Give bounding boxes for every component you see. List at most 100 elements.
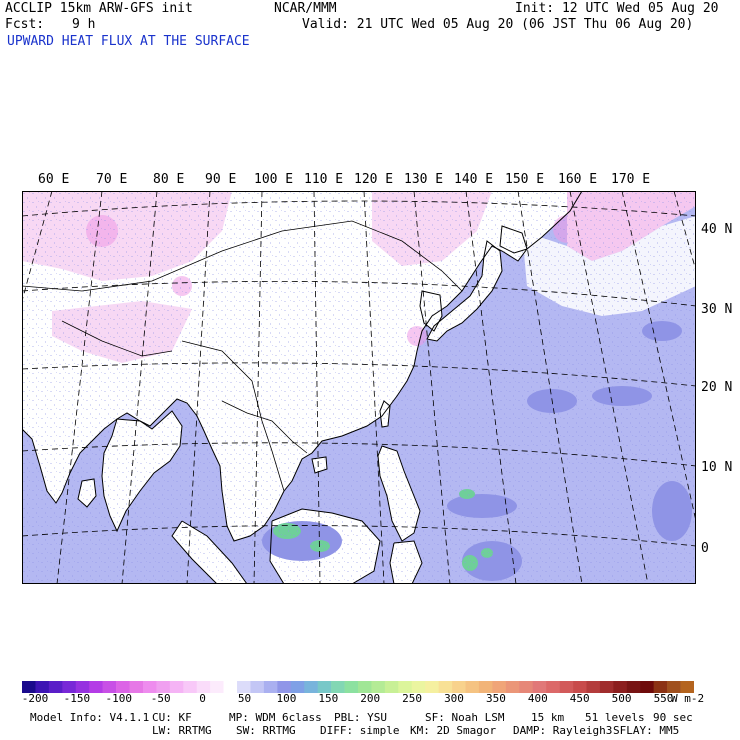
- colorbar-swatch: [546, 681, 560, 693]
- colorbar-swatch: [532, 681, 547, 693]
- time-step: 90 sec: [653, 711, 693, 724]
- colorbar-swatch: [237, 681, 251, 693]
- colorbar-swatch: [331, 681, 345, 693]
- lon-label: 60 E: [38, 172, 70, 187]
- colorbar-tick-label: 300: [444, 692, 464, 705]
- colorbar-swatch: [505, 681, 520, 693]
- sw-scheme: SW: RRTMG: [236, 724, 296, 737]
- graticule: [22, 191, 696, 584]
- field-speckle: [22, 191, 696, 584]
- colorbar-swatch: [478, 681, 493, 693]
- lon-label: 140 E: [454, 172, 494, 187]
- colorbar: [22, 681, 694, 693]
- colorbar-swatch: [680, 681, 694, 693]
- colorbar-swatch: [653, 681, 668, 693]
- lon-label: 130 E: [404, 172, 444, 187]
- colorbar-tick-label: 250: [402, 692, 423, 705]
- colorbar-swatch: [573, 681, 587, 693]
- map-frame: [22, 191, 696, 584]
- pbl-scheme: PBL: YSU: [334, 711, 387, 724]
- colorbar-swatch: [425, 681, 439, 693]
- lon-label: 90 E: [205, 172, 237, 187]
- colorbar-swatch: [116, 681, 130, 693]
- lon-label: 110 E: [304, 172, 344, 187]
- lat-label: 20 N: [701, 380, 733, 395]
- colorbar-swatch: [250, 681, 265, 693]
- colorbar-swatch: [304, 681, 318, 693]
- forecast-hour: 9 h: [72, 17, 96, 32]
- colorbar-tick-label: 400: [527, 692, 548, 705]
- colorbar-tick-label: 350: [485, 692, 506, 705]
- damp-scheme: DAMP: Rayleigh3: [513, 724, 613, 737]
- colorbar-tick-label: 100: [276, 692, 297, 705]
- diff-scheme: DIFF: simple: [320, 724, 400, 737]
- colorbar-swatch: [358, 681, 372, 693]
- colorbar-swatch: [667, 681, 681, 693]
- lon-label: 150 E: [505, 172, 545, 187]
- colorbar-tick-label: 450: [569, 692, 590, 705]
- init-time: Init: 12 UTC Wed 05 Aug 20: [515, 1, 719, 16]
- field-title: UPWARD HEAT FLUX AT THE SURFACE: [7, 34, 250, 49]
- colorbar-swatch: [223, 681, 238, 693]
- colorbar-swatch: [626, 681, 641, 693]
- sflay-scheme: SFLAY: MM5: [613, 724, 680, 737]
- colorbar-swatch: [290, 681, 305, 693]
- km-scheme: KM: 2D Smagor: [410, 724, 497, 737]
- sf-scheme: SF: Noah LSM: [425, 711, 505, 724]
- colorbar-swatch: [263, 681, 278, 693]
- colorbar-swatch: [411, 681, 426, 693]
- lon-label: 100 E: [254, 172, 294, 187]
- colorbar-tick-label: -150: [63, 692, 91, 705]
- colorbar-swatch: [102, 681, 117, 693]
- resolution: 15 km: [531, 711, 565, 724]
- lat-label: 40 N: [701, 222, 733, 237]
- colorbar-swatch: [62, 681, 77, 693]
- lat-label: 0: [701, 541, 709, 556]
- colorbar-swatch: [599, 681, 614, 693]
- colorbar-swatch: [613, 681, 628, 693]
- colorbar-swatch: [22, 681, 36, 693]
- cu-scheme: CU: KF: [152, 711, 192, 724]
- colorbar-swatch: [465, 681, 480, 693]
- colorbar-tick-label: 550: [653, 692, 674, 705]
- colorbar-swatch: [317, 681, 332, 693]
- lon-label: 170 E: [611, 172, 651, 187]
- colorbar-tick-label: 0: [199, 692, 206, 705]
- lat-label: 30 N: [701, 302, 733, 317]
- colorbar-swatch: [371, 681, 386, 693]
- colorbar-tick-label: 50: [237, 692, 252, 705]
- lon-label: 70 E: [96, 172, 128, 187]
- colorbar-swatch: [48, 681, 63, 693]
- colorbar-swatch: [384, 681, 399, 693]
- colorbar-swatch: [75, 681, 90, 693]
- colorbar-swatch: [277, 681, 292, 693]
- colorbar-swatch: [586, 681, 601, 693]
- model-title: ACCLIP 15km ARW-GFS init: [5, 1, 193, 16]
- lon-label: 160 E: [558, 172, 598, 187]
- forecast-label: Fcst:: [5, 17, 45, 32]
- lat-label: 10 N: [701, 460, 733, 475]
- colorbar-swatch: [183, 681, 198, 693]
- colorbar-swatch: [210, 681, 224, 693]
- colorbar-tick-label: 500: [611, 692, 632, 705]
- colorbar-tick-label: -200: [21, 692, 49, 705]
- colorbar-swatch: [559, 681, 574, 693]
- lw-scheme: LW: RRTMG: [152, 724, 212, 737]
- colorbar-swatch: [640, 681, 654, 693]
- colorbar-swatch: [398, 681, 413, 693]
- colorbar-swatch: [519, 681, 534, 693]
- center-label: NCAR/MMM: [274, 1, 337, 16]
- colorbar-swatch: [492, 681, 507, 693]
- colorbar-swatch: [196, 681, 211, 693]
- colorbar-tick-label: 150: [318, 692, 339, 705]
- colorbar-units: W m-2: [671, 692, 705, 705]
- colorbar-swatch: [438, 681, 453, 693]
- heat-flux-map: [22, 191, 696, 584]
- colorbar-swatch: [344, 681, 359, 693]
- mp-scheme: MP: WDM 6class: [229, 711, 322, 724]
- colorbar-swatch: [89, 681, 103, 693]
- valid-time: Valid: 21 UTC Wed 05 Aug 20 (06 JST Thu …: [302, 17, 694, 32]
- lon-label: 120 E: [354, 172, 394, 187]
- colorbar-swatch: [142, 681, 157, 693]
- colorbar-swatch: [169, 681, 184, 693]
